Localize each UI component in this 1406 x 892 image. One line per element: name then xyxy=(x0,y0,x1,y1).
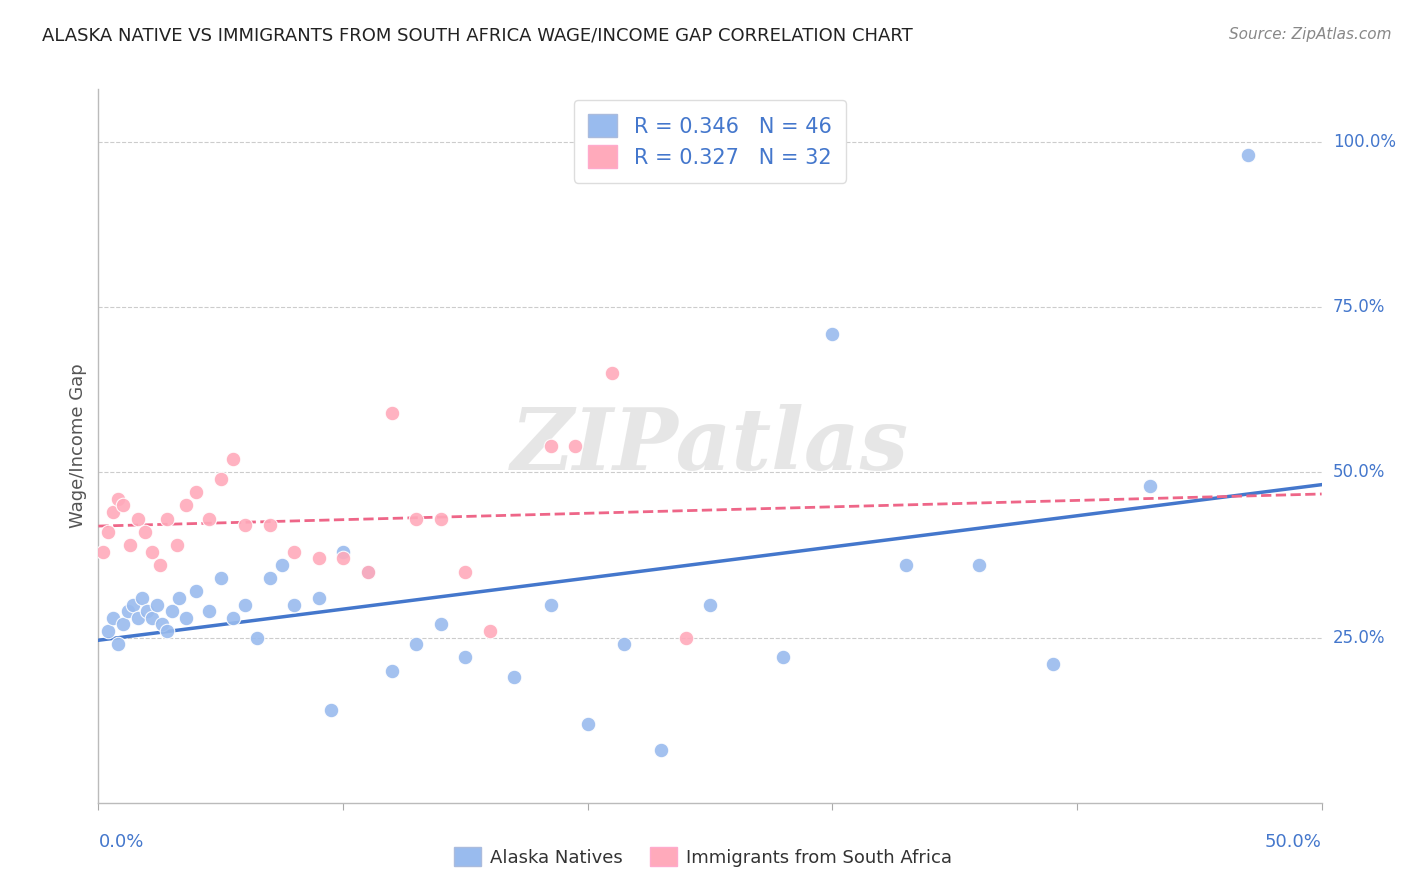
Text: 100.0%: 100.0% xyxy=(1333,133,1396,151)
Point xyxy=(675,631,697,645)
Point xyxy=(381,406,404,420)
Text: 0.0%: 0.0% xyxy=(98,833,143,851)
Text: Source: ZipAtlas.com: Source: ZipAtlas.com xyxy=(1229,27,1392,42)
Point xyxy=(1237,148,1260,162)
Point xyxy=(97,624,120,638)
Legend: Alaska Natives, Immigrants from South Africa: Alaska Natives, Immigrants from South Af… xyxy=(447,840,959,874)
Legend: R = 0.346   N = 46, R = 0.327   N = 32: R = 0.346 N = 46, R = 0.327 N = 32 xyxy=(574,100,846,183)
Point xyxy=(222,611,245,625)
Point xyxy=(107,637,129,651)
Point xyxy=(141,545,163,559)
Point xyxy=(613,637,636,651)
Point xyxy=(478,624,501,638)
Point xyxy=(146,598,169,612)
Point xyxy=(650,743,672,757)
Point xyxy=(381,664,404,678)
Point xyxy=(246,631,269,645)
Point xyxy=(233,518,256,533)
Point xyxy=(454,650,477,665)
Text: 75.0%: 75.0% xyxy=(1333,298,1385,317)
Point xyxy=(156,624,179,638)
Point xyxy=(107,491,129,506)
Point xyxy=(356,565,378,579)
Text: 25.0%: 25.0% xyxy=(1333,629,1385,647)
Point xyxy=(332,551,354,566)
Point xyxy=(430,617,453,632)
Point xyxy=(149,558,172,572)
Point xyxy=(156,511,179,525)
Point xyxy=(176,611,198,625)
Point xyxy=(141,611,163,625)
Point xyxy=(222,452,245,467)
Point xyxy=(101,611,124,625)
Point xyxy=(120,538,142,552)
Point xyxy=(127,511,149,525)
Point xyxy=(564,439,586,453)
Text: 50.0%: 50.0% xyxy=(1265,833,1322,851)
Point xyxy=(150,617,173,632)
Point xyxy=(308,591,330,605)
Text: ALASKA NATIVE VS IMMIGRANTS FROM SOUTH AFRICA WAGE/INCOME GAP CORRELATION CHART: ALASKA NATIVE VS IMMIGRANTS FROM SOUTH A… xyxy=(42,27,912,45)
Point xyxy=(160,604,183,618)
Point xyxy=(356,565,378,579)
Point xyxy=(283,545,305,559)
Point xyxy=(576,716,599,731)
Point xyxy=(131,591,153,605)
Point xyxy=(186,584,208,599)
Point xyxy=(121,598,143,612)
Point xyxy=(136,604,159,618)
Point xyxy=(117,604,139,618)
Point xyxy=(405,511,427,525)
Point xyxy=(540,598,562,612)
Point xyxy=(111,499,134,513)
Y-axis label: Wage/Income Gap: Wage/Income Gap xyxy=(69,364,87,528)
Point xyxy=(540,439,562,453)
Point xyxy=(270,558,294,572)
Point xyxy=(319,703,342,717)
Point xyxy=(127,611,149,625)
Point xyxy=(101,505,124,519)
Point xyxy=(967,558,990,572)
Point xyxy=(197,511,219,525)
Point xyxy=(699,598,721,612)
Point xyxy=(259,571,281,585)
Point xyxy=(176,499,198,513)
Point xyxy=(1139,478,1161,492)
Point xyxy=(209,571,232,585)
Point xyxy=(1042,657,1064,671)
Text: ZIPatlas: ZIPatlas xyxy=(510,404,910,488)
Point xyxy=(821,326,844,341)
Point xyxy=(166,538,188,552)
Point xyxy=(259,518,281,533)
Point xyxy=(209,472,232,486)
Point xyxy=(97,524,120,539)
Point xyxy=(600,367,623,381)
Point xyxy=(454,565,477,579)
Point xyxy=(197,604,219,618)
Point xyxy=(772,650,794,665)
Point xyxy=(91,545,114,559)
Point xyxy=(283,598,305,612)
Point xyxy=(308,551,330,566)
Point xyxy=(332,545,354,559)
Point xyxy=(233,598,256,612)
Point xyxy=(503,670,526,684)
Point xyxy=(134,524,156,539)
Point xyxy=(167,591,190,605)
Point xyxy=(186,485,208,500)
Point xyxy=(430,511,453,525)
Point xyxy=(111,617,134,632)
Text: 50.0%: 50.0% xyxy=(1333,464,1385,482)
Point xyxy=(405,637,427,651)
Point xyxy=(894,558,917,572)
